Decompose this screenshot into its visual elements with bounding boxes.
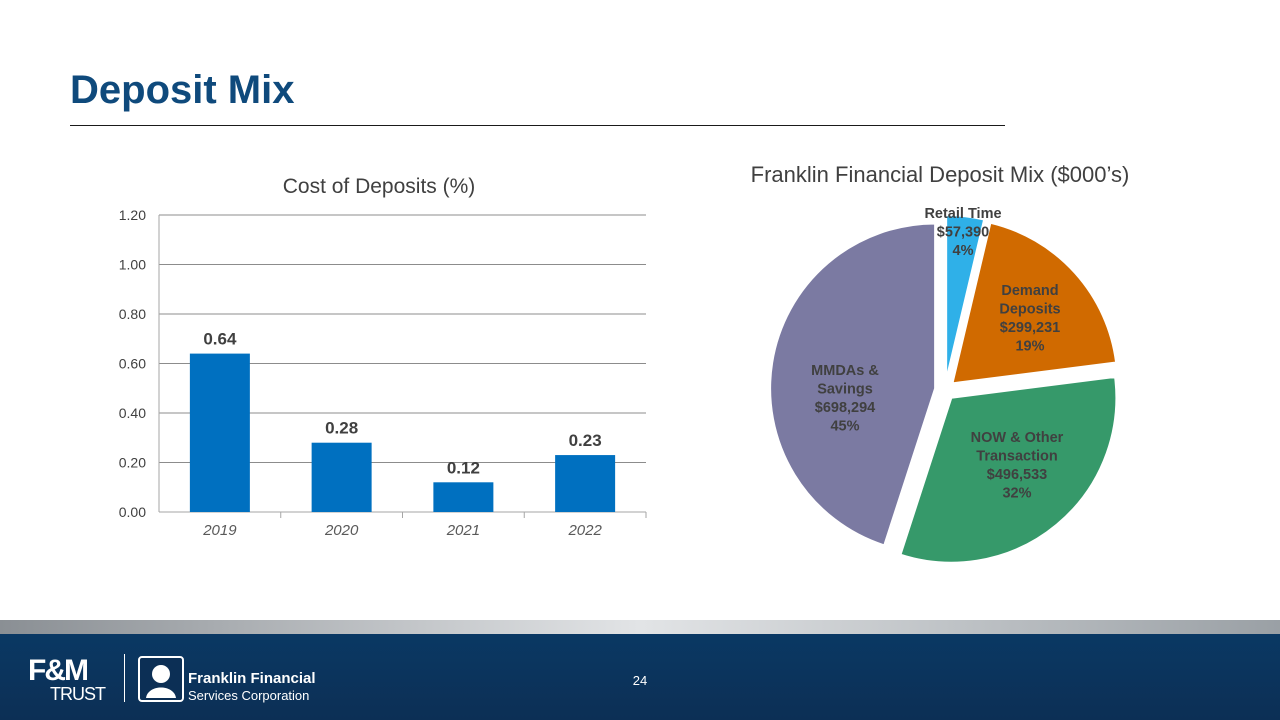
- x-tick-label: 2021: [446, 522, 480, 539]
- bar-2020: [311, 442, 372, 512]
- x-tick-label: 2022: [567, 522, 602, 539]
- bar-value-label: 0.64: [203, 330, 237, 349]
- pie-chart-title: Franklin Financial Deposit Mix ($000’s): [750, 162, 1130, 187]
- franklin-seal-icon: [138, 656, 184, 702]
- y-tick-label: 0.80: [119, 306, 146, 322]
- y-tick-label: 1.00: [119, 257, 146, 273]
- bar-chart: 0.00 0.20 0.40 0.60 0.80 1.00 1.20 0.64 2019 0.28…: [119, 207, 647, 539]
- bar-value-label: 0.23: [569, 431, 602, 450]
- pie-slice-demand-deposits: [951, 221, 1118, 385]
- pie-slice-now-other-transaction: [899, 375, 1118, 564]
- pie-slice-retail-time: [945, 214, 986, 381]
- pie-slice-mmdas-savings: [769, 222, 937, 547]
- y-tick-label: 0.40: [119, 405, 146, 421]
- franklin-logo-line2: Services Corporation: [188, 688, 310, 703]
- pie-chart: Retail Time $57,390 4% Demand Deposits $299,2…: [769, 206, 1118, 564]
- footer-stripe: [0, 620, 1280, 634]
- pie-label: NOW & Other Transaction $496,533 32%: [971, 430, 1064, 502]
- x-tick-label: 2020: [324, 522, 359, 539]
- bar-value-label: 0.12: [447, 458, 480, 477]
- y-tick-label: 0.60: [119, 356, 146, 372]
- y-tick-label: 0.20: [119, 455, 146, 471]
- title-divider: [70, 125, 1005, 126]
- pie-label: Retail Time $57,390 4%: [924, 206, 1001, 259]
- pie-label: Demand Deposits $299,231 19%: [999, 283, 1060, 355]
- bar-value-label: 0.28: [325, 419, 358, 438]
- bar-2022: [555, 455, 616, 512]
- page-number: 24: [632, 673, 648, 688]
- fm-logo-main: F&M: [28, 654, 89, 687]
- bar-chart-title: Cost of Deposits (%): [282, 175, 476, 198]
- pie-label: MMDAs & Savings $698,294 45%: [811, 363, 879, 435]
- footer-band: [0, 620, 1280, 720]
- bar-2021: [433, 482, 494, 512]
- logo-divider: [124, 654, 125, 702]
- y-tick-label: 0.00: [119, 504, 146, 520]
- y-tick-label: 1.20: [119, 207, 146, 223]
- fm-logo-sub: TRUST: [50, 684, 106, 704]
- fm-trust-logo: F&M TRUST: [28, 654, 112, 704]
- bar-2019: [189, 353, 250, 512]
- franklin-logo-line1: Franklin Financial: [188, 670, 316, 687]
- page-title: Deposit Mix: [70, 68, 295, 112]
- x-tick-label: 2019: [202, 522, 237, 539]
